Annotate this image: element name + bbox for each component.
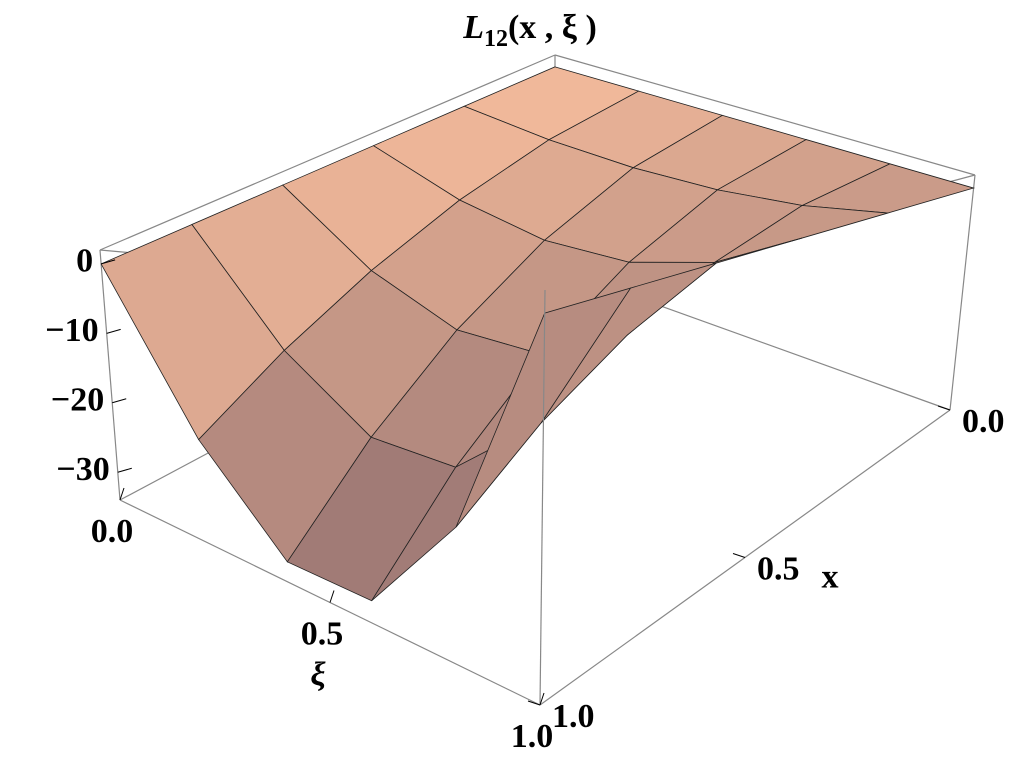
xi-tick [329, 590, 335, 603]
z-tick-label: −30 [56, 451, 109, 488]
x-tick-label: 0.0 [962, 403, 1005, 440]
x-tick [732, 553, 746, 558]
xi-axis-label: ξ [310, 656, 326, 693]
z-tick-label: −10 [45, 312, 98, 349]
xi-tick-label: 0.0 [91, 513, 134, 550]
z-tick [100, 259, 116, 265]
title-main: L [462, 9, 484, 46]
z-tick [106, 328, 121, 334]
x-tick-label: 1.0 [552, 698, 595, 735]
box-edge [99, 249, 121, 501]
title-sub: 12 [484, 26, 508, 52]
xi-tick-label: 0.5 [301, 615, 344, 652]
box-edge [99, 54, 556, 251]
title-args: (x , ξ ) [508, 9, 597, 46]
x-tick [527, 700, 541, 706]
surface [100, 66, 976, 602]
xi-tick [539, 692, 545, 706]
z-tick-label: −20 [51, 382, 104, 419]
xi-tick-label: 1.0 [511, 718, 554, 755]
x-axis-label: x [822, 558, 839, 595]
z-tick [117, 467, 132, 473]
chart-title: L12(x , ξ ) [462, 9, 597, 52]
xi-tick [119, 487, 125, 501]
x-tick-label: 0.5 [757, 550, 800, 587]
z-tick-label: 0 [76, 243, 93, 280]
box-edge [539, 289, 546, 706]
x-tick [937, 405, 951, 411]
box-edge [949, 174, 976, 411]
box-edge [554, 54, 976, 176]
z-tick [112, 398, 127, 404]
